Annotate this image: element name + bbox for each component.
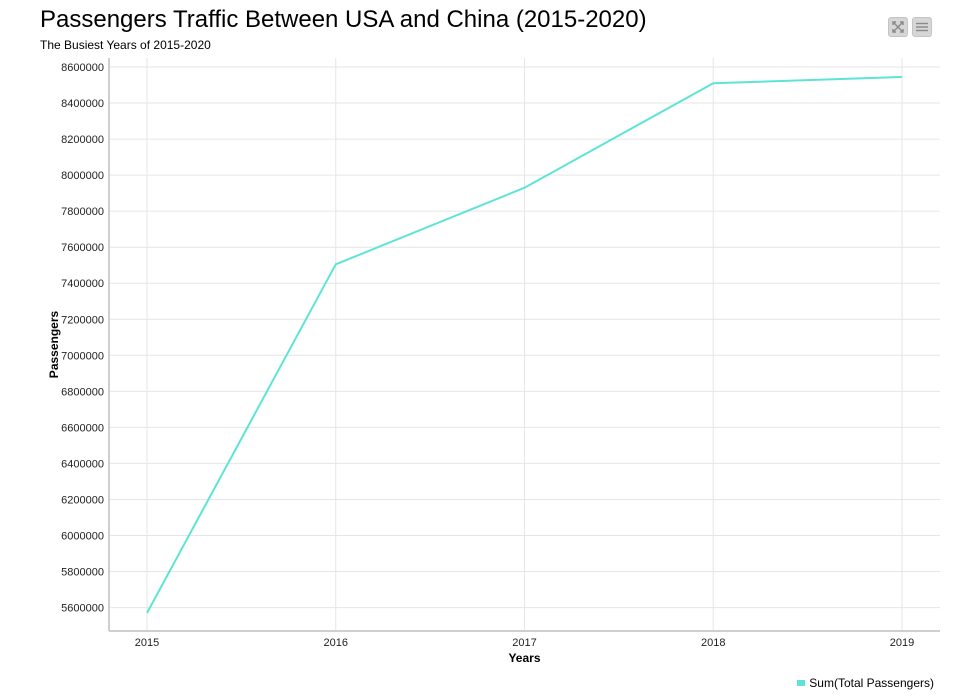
series-layer xyxy=(146,75,903,614)
y-tick-label: 8000000 xyxy=(61,170,104,182)
y-tick-label: 8200000 xyxy=(61,134,104,146)
y-tick-label: 7800000 xyxy=(61,206,104,218)
x-tick-label: 2017 xyxy=(512,637,536,649)
y-tick-label: 6600000 xyxy=(61,422,104,434)
y-tick-label: 6400000 xyxy=(61,458,104,470)
menu-button[interactable] xyxy=(912,17,932,37)
tick-labels: 5600000 5800000 6000000 6200000 6400000 66000… xyxy=(61,62,914,649)
axes xyxy=(108,58,940,632)
y-tick-label: 7600000 xyxy=(61,242,104,254)
y-tick-label: 5600000 xyxy=(61,603,104,615)
x-tick-label: 2018 xyxy=(701,637,725,649)
grid-lines xyxy=(109,58,940,631)
x-tick-label: 2016 xyxy=(324,637,348,649)
y-tick-label: 5800000 xyxy=(61,567,104,579)
fullscreen-button[interactable] xyxy=(888,17,908,37)
y-tick-label: 6000000 xyxy=(61,531,104,543)
y-tick-label: 8600000 xyxy=(61,62,104,74)
legend-label: Sum(Total Passengers) xyxy=(809,676,934,690)
y-axis-title: Passengers xyxy=(47,310,61,378)
y-tick-label: 8400000 xyxy=(61,98,104,110)
y-tick-label: 6200000 xyxy=(61,494,104,506)
y-tick-label: 7000000 xyxy=(61,350,104,362)
legend-swatch xyxy=(797,680,806,686)
chart-subtitle: The Busiest Years of 2015-2020 xyxy=(40,38,211,52)
x-tick-label: 2019 xyxy=(890,637,914,649)
y-tick-label: 7400000 xyxy=(61,278,104,290)
hamburger-menu-icon xyxy=(916,22,928,32)
chart-title: Passengers Traffic Between USA and China… xyxy=(40,6,647,33)
y-tick-label: 7200000 xyxy=(61,314,104,326)
x-axis-title: Years xyxy=(508,651,540,665)
x-tick-label: 2015 xyxy=(135,637,159,649)
y-tick-label: 6800000 xyxy=(61,386,104,398)
fullscreen-icon xyxy=(892,21,904,33)
legend[interactable]: Sum(Total Passengers) xyxy=(797,676,934,690)
